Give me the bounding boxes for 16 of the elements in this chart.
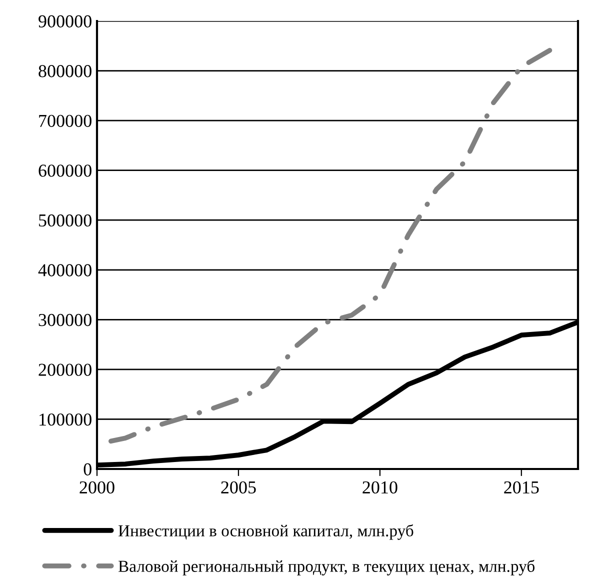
x-tick-label: 2005 (221, 481, 256, 494)
y-tick-label: 100000 (40, 413, 92, 426)
y-tick-label: 0 (84, 463, 92, 476)
legend-label: Валовой региональный продукт, в текущих ценах, млн.руб (118, 560, 535, 576)
y-tick-label: 200000 (38, 364, 92, 376)
x-tick-label: 2010 (362, 481, 398, 494)
y-tick-label: 400000 (38, 264, 92, 276)
x-tick-label: 2000 (80, 481, 114, 494)
y-tick-label: 300000 (38, 314, 92, 326)
y-tick-label: 900000 (38, 15, 92, 28)
y-tick-label: 500000 (39, 214, 92, 227)
x-tick-label: 2015 (504, 481, 539, 494)
y-tick-label: 700000 (39, 114, 92, 127)
legend-label: Инвестиции в основной капитал, млн.руб (118, 524, 414, 540)
y-tick-label: 800000 (38, 65, 92, 78)
y-tick-label: 600000 (38, 164, 92, 177)
